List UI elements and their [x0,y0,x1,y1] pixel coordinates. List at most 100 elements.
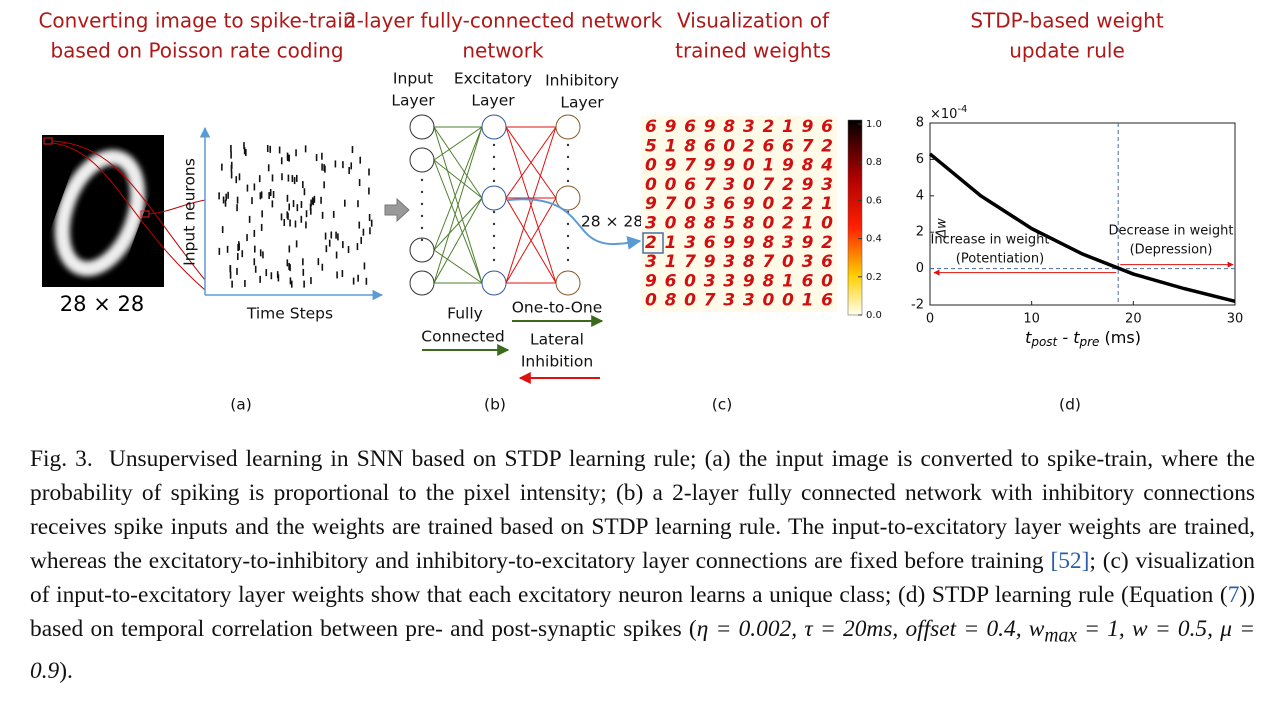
input-neuron [409,114,435,140]
citation[interactable]: [52] [1050,548,1090,574]
excitatory-neuron [481,270,507,296]
colorbar-label: 0.0 [866,310,882,321]
input-neuron [409,237,435,263]
ellipsis-dot [420,214,424,218]
colorbar-label: 0.8 [866,157,882,168]
input-neuron [409,270,435,296]
inhibitory-neuron [555,270,581,296]
y-tick-label: 4 [916,188,924,203]
axis-label-part: (ms) [1099,328,1141,347]
colorbar-label: 0.4 [866,234,882,245]
axis-label-part: t [1073,328,1080,347]
synapse [433,159,483,199]
annotation: (Depression) [1130,243,1213,258]
inhibitory-neuron [555,114,581,140]
flow-arrow [384,197,410,223]
network [409,114,581,296]
figure: Converting image to spike-train based on… [38,9,1244,414]
x-tick-label: 30 [1227,312,1244,327]
plot-frame [929,122,1236,306]
connection-label: Connected [421,328,504,346]
axis-label-part: t [1025,328,1032,347]
ellipsis-dot [566,234,570,238]
panel-tag: (c) [712,396,733,414]
axis-label: Time Steps [246,305,333,323]
colorbar-label: 0.6 [866,195,882,206]
ellipsis-dot [492,234,496,238]
y-tick-label: 8 [916,116,924,131]
inhibition [505,126,557,199]
caption-math: = 1, w = 0.5, μ = 0.9 [30,616,1255,684]
x-tick-label: 20 [1125,312,1142,327]
caption: Fig. 3. Unsupervised learning in SNN bas… [30,442,1255,688]
ellipsis-dot [492,155,496,159]
colorbar-ticks: 1.0 0.8 0.6 0.4 0.2 0.0 [858,119,882,321]
weight-size: 28 × 28 [581,213,643,231]
inhibition [505,197,557,284]
ellipsis-dot [566,167,570,171]
axis-label: Input neurons [181,158,199,266]
ellipsis-dot [566,258,570,262]
connection-label: Inhibition [521,353,593,371]
y-tick-label: 0 [916,261,924,276]
panel-title: 2-layer fully-connected network [344,9,663,33]
synapse [433,126,483,251]
excitatory-neuron [481,114,507,140]
synapse [433,126,483,284]
caption-math: η = 0.002, τ = 20ms, offset = 0.4, w [696,616,1045,642]
ellipsis-dot [492,143,496,147]
axis-label-part: - [1057,328,1073,347]
colorbar [847,119,863,316]
equation-ref[interactable]: 7 [1227,582,1240,608]
synapse [433,159,483,284]
panel-title: Converting image to spike-train [38,9,355,33]
y-tick-label: 2 [916,225,924,240]
panel-title: update rule [1009,39,1125,63]
ellipsis-dot [492,222,496,226]
panel-title: based on Poisson rate coding [50,39,343,63]
highlight-box [642,232,664,254]
panel-tag: (a) [230,396,252,414]
annotation: (Potentiation) [956,252,1044,267]
connection-label: One-to-One [512,299,603,317]
layer-label: Layer [560,94,604,112]
panel-title: Visualization of [677,9,830,33]
exponent-base: ×10 [930,107,957,122]
layer-label: Layer [471,92,515,110]
caption-text: Unsupervised learning in SNN based on ST… [30,446,1255,574]
synapse [433,126,483,199]
exponent-power: -4 [957,104,967,115]
ellipsis-dot [420,226,424,230]
axis-exponent: ×10-4 [930,104,967,122]
x-tick-label: 0 [926,312,934,327]
ellipsis-dot [492,210,496,214]
colorbar-label: 0.2 [866,272,882,283]
layer-label: Inhibitory [545,72,619,90]
ellipsis-dot [492,246,496,250]
ellipsis-dot [566,222,570,226]
weight-map [641,116,837,312]
panel-title: trained weights [675,39,831,63]
axis-label: tpost - tpre (ms) [1025,328,1141,349]
caption-label: Fig. 3. [30,446,93,472]
synapse [433,249,483,284]
ellipsis-dot [420,238,424,242]
panel-title: STDP-based weight [970,9,1163,33]
ellipsis-dot [492,258,496,262]
synapse [433,197,483,284]
layer-label: Layer [391,92,435,110]
ellipsis-dot [492,167,496,171]
synapse [433,197,483,251]
stdp-curve [928,152,1236,304]
ellipsis-dot [420,202,424,206]
y-tick-label: -2 [911,298,924,313]
ellipsis-dot [492,179,496,183]
caption-text: ). [59,657,73,684]
colorbar-label: 1.0 [866,119,882,130]
panel-tag: (d) [1059,396,1081,414]
caption-math: max [1044,625,1077,647]
image-size: 28 × 28 [60,292,144,316]
spike-raster [218,142,373,288]
ellipsis-dot [420,190,424,194]
